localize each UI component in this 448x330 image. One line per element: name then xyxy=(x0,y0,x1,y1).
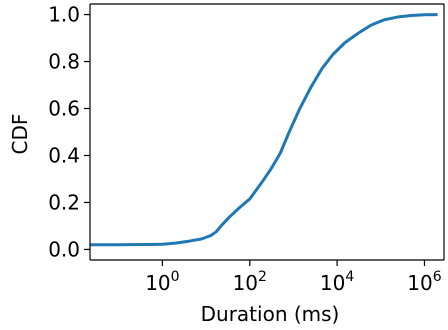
y-tick-label: 0.2 xyxy=(48,190,80,214)
x-tick-label: 102 xyxy=(233,269,267,295)
x-tick-label-exponent: 0 xyxy=(171,269,180,285)
x-tick-label-exponent: 2 xyxy=(258,269,267,285)
x-tick-label-exponent: 6 xyxy=(433,269,442,285)
y-tick-label: 1.0 xyxy=(48,3,80,27)
x-tick-label-base: 10 xyxy=(407,271,432,295)
x-tick-label: 106 xyxy=(407,269,441,295)
x-tick-label: 104 xyxy=(320,269,354,295)
y-tick-label: 0.8 xyxy=(48,50,80,74)
axes-layer xyxy=(89,3,445,261)
cdf-series-line xyxy=(90,13,438,247)
x-tick-label-base: 10 xyxy=(145,271,170,295)
x-tick-label-base: 10 xyxy=(233,271,258,295)
y-tick-label: 0.6 xyxy=(48,97,80,121)
y-tick-label: 0.4 xyxy=(48,143,80,167)
y-axis-label: CDF xyxy=(8,114,32,155)
x-tick-label-base: 10 xyxy=(320,271,345,295)
y-tick-label: 0.0 xyxy=(48,237,80,261)
x-tick-label: 100 xyxy=(145,269,179,295)
x-tick-label-exponent: 4 xyxy=(345,269,354,285)
x-axis-label: Duration (ms) xyxy=(201,302,340,326)
series-layer xyxy=(90,13,438,247)
